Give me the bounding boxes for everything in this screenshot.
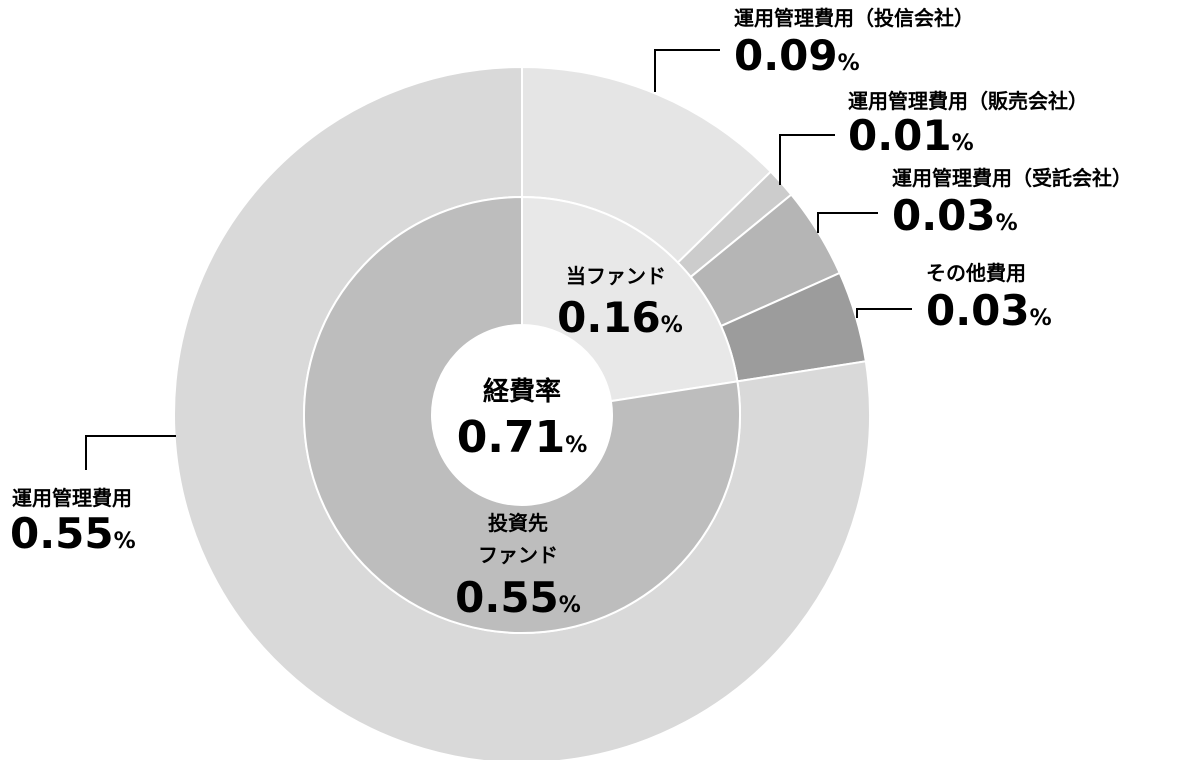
outer-label-name-2: 運用管理費用（販売会社） [848,89,1088,113]
inner-label-value-2: 0.55% [455,573,581,622]
inner-label-value-1: 0.16% [557,293,683,342]
outer-label-value-3: 0.03% [892,191,1018,240]
center-label: 経費率 [483,376,561,407]
center-hole [432,325,612,505]
leader-line-3 [817,212,878,233]
outer-label-value-4: 0.03% [926,286,1052,335]
leader-line-5 [85,435,176,470]
outer-label-name-4: その他費用 [926,261,1026,285]
center-value: 0.71% [457,412,588,463]
outer-label-value-5: 0.55% [10,509,136,558]
outer-label-value-2: 0.01% [848,111,974,160]
leader-line-4 [856,308,912,318]
outer-label-name-3: 運用管理費用（受託会社） [892,166,1132,190]
inner-label-name-1: 当ファンド [566,264,666,288]
outer-label-value-1: 0.09% [734,31,860,80]
inner-label-name-2b: ファンド [478,543,558,567]
outer-label-name-1: 運用管理費用（投信会社） [734,6,974,30]
inner-label-name-2a: 投資先 [488,511,548,535]
leader-line-2 [779,134,835,185]
outer-label-name-5: 運用管理費用 [12,486,132,510]
leader-line-1 [654,49,720,92]
